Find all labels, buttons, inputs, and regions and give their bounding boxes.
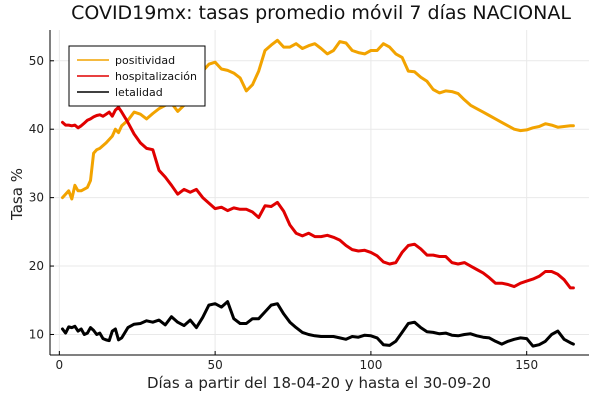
chart-title: COVID19mx: tasas promedio móvil 7 días N… — [71, 2, 571, 24]
x-axis-ticks: 0 50 100 150 — [56, 351, 538, 372]
x-tick-label: 50 — [207, 358, 222, 372]
grid — [50, 30, 589, 355]
y-tick-label: 10 — [29, 327, 44, 341]
series-line-letalidad — [61, 300, 575, 348]
series-line-positividad — [61, 38, 575, 201]
plot-frame — [49, 30, 589, 356]
x-tick-label: 0 — [56, 358, 64, 372]
y-tick-label: 50 — [29, 54, 44, 68]
x-tick-label: 100 — [359, 358, 382, 372]
y-tick-label: 20 — [29, 259, 44, 273]
legend-label: hospitalización — [115, 70, 197, 83]
legend: positividad hospitalización letalidad — [68, 45, 206, 107]
y-tick-label: 40 — [29, 122, 44, 136]
y-axis-label: Tasa % — [8, 168, 26, 221]
series-line-hospitalización — [61, 105, 575, 290]
legend-label: letalidad — [115, 86, 163, 99]
x-tick-label: 150 — [515, 358, 538, 372]
legend-label: positividad — [115, 54, 175, 67]
x-axis-label: Días a partir del 18-04-20 y hasta el 30… — [147, 374, 491, 392]
series-layer — [61, 38, 575, 348]
y-tick-label: 30 — [29, 191, 44, 205]
y-axis-ticks: 10 20 30 40 50 — [29, 54, 54, 341]
